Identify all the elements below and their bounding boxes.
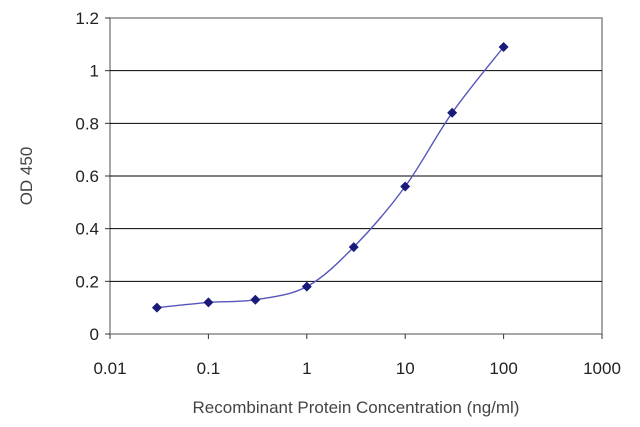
y-axis-ticks: 0 0.2 0.4 0.6 0.8 1 1.2 bbox=[75, 9, 110, 344]
data-point bbox=[447, 107, 458, 118]
y-tick-label: 0.2 bbox=[75, 272, 99, 291]
x-tick-label: 1000 bbox=[583, 359, 621, 378]
y-tick-label: 0.8 bbox=[75, 114, 99, 133]
data-point bbox=[348, 242, 359, 253]
data-point bbox=[301, 281, 312, 292]
data-points bbox=[151, 41, 509, 313]
y-tick-label: 0.4 bbox=[75, 220, 99, 239]
y-axis-title: OD 450 bbox=[17, 147, 36, 206]
gridlines bbox=[110, 70, 602, 282]
data-point bbox=[400, 181, 411, 192]
x-axis-title: Recombinant Protein Concentration (ng/ml… bbox=[193, 398, 520, 417]
x-axis-ticks: 0.01 0.1 1 10 100 1000 bbox=[93, 334, 621, 378]
data-point bbox=[151, 302, 162, 313]
x-tick-label: 0.01 bbox=[93, 359, 126, 378]
x-tick-label: 10 bbox=[396, 359, 415, 378]
x-tick-label: 100 bbox=[489, 359, 517, 378]
data-point bbox=[498, 41, 509, 52]
data-point bbox=[203, 297, 214, 308]
y-tick-label: 0 bbox=[90, 325, 99, 344]
data-point bbox=[250, 294, 261, 305]
y-tick-label: 1 bbox=[90, 62, 99, 81]
x-tick-label: 0.1 bbox=[197, 359, 221, 378]
y-tick-label: 1.2 bbox=[75, 9, 99, 28]
y-tick-label: 0.6 bbox=[75, 167, 99, 186]
x-tick-label: 1 bbox=[302, 359, 311, 378]
